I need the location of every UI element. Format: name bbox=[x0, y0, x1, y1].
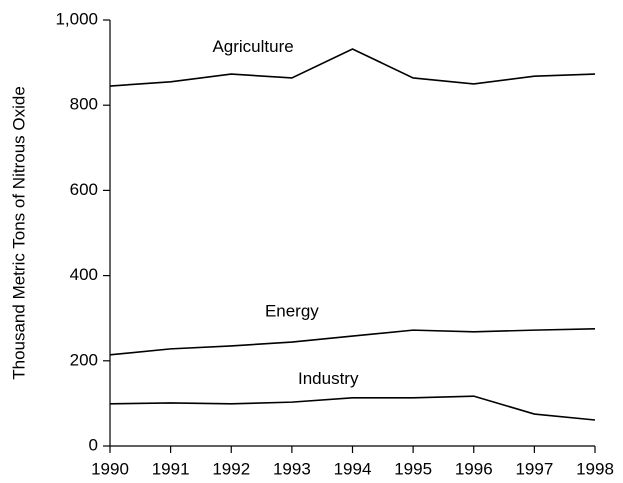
x-tick-label: 1993 bbox=[273, 459, 311, 478]
y-tick-label: 400 bbox=[70, 265, 98, 284]
x-tick-label: 1990 bbox=[91, 459, 129, 478]
x-tick-label: 1997 bbox=[515, 459, 553, 478]
series-label: Industry bbox=[298, 369, 359, 388]
y-tick-label: 0 bbox=[89, 435, 98, 454]
x-tick-label: 1991 bbox=[152, 459, 190, 478]
series-label: Agriculture bbox=[212, 37, 293, 56]
y-tick-label: 600 bbox=[70, 180, 98, 199]
y-tick-label: 200 bbox=[70, 350, 98, 369]
y-axis-label: Thousand Metric Tons of Nitrous Oxide bbox=[9, 86, 28, 380]
x-tick-label: 1992 bbox=[212, 459, 250, 478]
series-label: Energy bbox=[265, 302, 319, 321]
x-tick-label: 1998 bbox=[576, 459, 614, 478]
series-line bbox=[109, 395, 596, 421]
series-line bbox=[109, 328, 596, 356]
x-tick-label: 1996 bbox=[455, 459, 493, 478]
y-tick-label: 800 bbox=[70, 95, 98, 114]
series-line bbox=[109, 48, 596, 87]
x-tick-label: 1994 bbox=[334, 459, 372, 478]
x-tick-label: 1995 bbox=[394, 459, 432, 478]
y-tick-label: 1,000 bbox=[55, 9, 98, 28]
